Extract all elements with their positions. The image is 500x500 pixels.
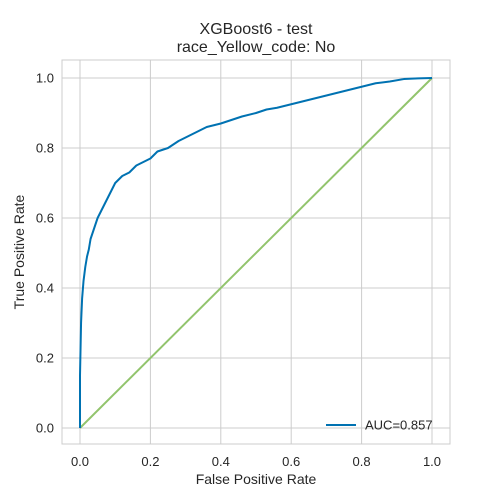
tick-labels: 0.0 0.2 0.4 0.6 0.8 1.0 0.0 0.2 0.4 0.6 0.8 1.0 [36,71,441,470]
y-tick-label: 0.0 [36,421,54,436]
legend: AUC=0.857 [326,418,433,433]
series-lines [79,77,433,429]
chance-diagonal-line [79,77,433,429]
x-axis-label: False Positive Rate [196,471,317,487]
y-tick-label: 1.0 [36,71,54,86]
chart-title: XGBoost6 - test [200,21,313,38]
y-tick-label: 0.6 [36,211,54,226]
plot-frame [61,59,451,445]
y-tick-label: 0.2 [36,351,54,366]
x-tick-label: 0.4 [212,454,230,469]
y-tick-label: 0.8 [36,141,54,156]
chart-subtitle: race_Yellow_code: No [177,39,336,56]
x-tick-label: 0.6 [282,454,300,469]
y-axis-label: True Positive Rate [11,194,27,309]
x-tick-label: 0.2 [141,454,159,469]
roc-curve-line [79,77,433,428]
legend-entry-auc: AUC=0.857 [365,418,433,433]
x-tick-label: 0.0 [71,454,89,469]
y-tick-label: 0.4 [36,281,54,296]
x-tick-label: 0.8 [353,454,371,469]
x-tick-label: 1.0 [423,454,441,469]
